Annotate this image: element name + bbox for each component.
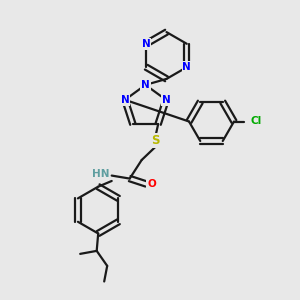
Text: Cl: Cl (250, 116, 262, 127)
Text: N: N (121, 95, 129, 105)
Text: N: N (162, 95, 170, 105)
Text: N: N (142, 39, 151, 49)
Text: S: S (151, 134, 159, 147)
Text: HN: HN (92, 169, 109, 179)
Text: N: N (141, 80, 150, 90)
Text: N: N (182, 62, 191, 72)
Text: O: O (147, 179, 156, 189)
